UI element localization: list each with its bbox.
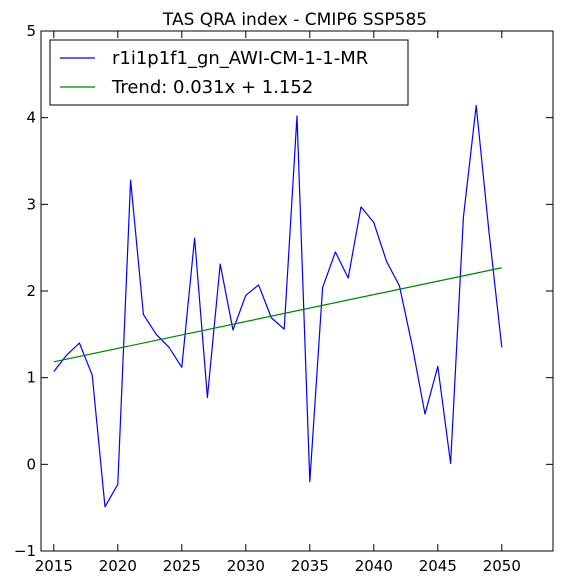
axis-ticks [41,30,553,552]
legend: r1i1p1f1_gn_AWI-CM-1-1-MR Trend: 0.031x +… [49,39,409,106]
x-tick-label: 2025 [163,557,201,575]
y-tick-label: 5 [26,22,36,40]
chart-title: TAS QRA index - CMIP6 SSP585 [162,10,427,30]
y-tick-label: 3 [26,195,36,213]
y-tick-label: −1 [14,542,36,560]
x-tick-label: 2030 [227,557,265,575]
x-tick-label: 2015 [35,557,73,575]
series-lines [53,104,503,508]
axis-tick-labels: 2015 2020 2025 2030 2035 2040 2045 2050 −1 0 1 2 3 4 5 [14,22,521,575]
y-tick-label: 4 [26,109,36,127]
y-tick-label: 1 [26,369,36,387]
y-tick-label: 0 [26,455,36,473]
x-tick-label: 2050 [483,557,521,575]
legend-box [49,39,409,106]
legend-entry-label: Trend: 0.031x + 1.152 [111,77,313,98]
series-line-model [53,104,503,508]
x-tick-label: 2045 [419,557,457,575]
y-tick-label: 2 [26,282,36,300]
x-tick-label: 2020 [99,557,137,575]
x-tick-label: 2035 [291,557,329,575]
trend-line [53,267,502,363]
legend-entry-label: r1i1p1f1_gn_AWI-CM-1-1-MR [112,48,368,69]
x-tick-label: 2040 [355,557,393,575]
